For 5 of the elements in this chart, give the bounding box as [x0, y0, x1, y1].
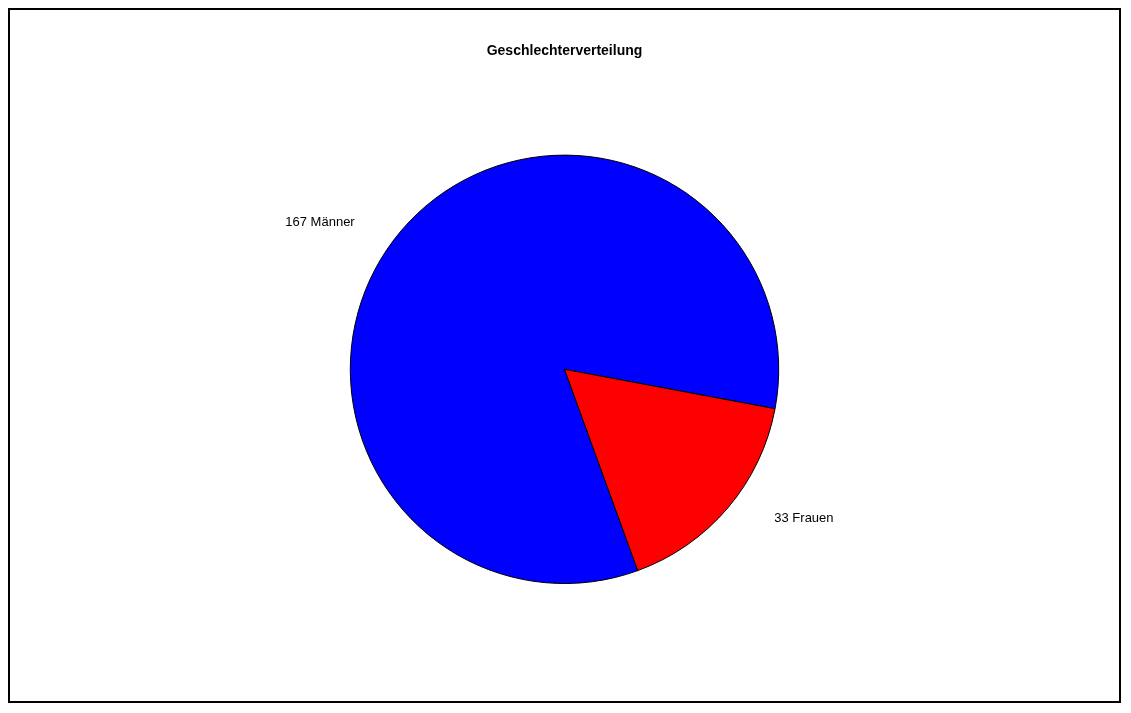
slice-label: Frauen [792, 510, 834, 526]
data-label: 33 [774, 510, 789, 526]
chart-title: Geschlechterverteilung [486, 42, 643, 58]
slice-label: Männer [310, 213, 356, 229]
data-label: 167 [285, 213, 307, 229]
